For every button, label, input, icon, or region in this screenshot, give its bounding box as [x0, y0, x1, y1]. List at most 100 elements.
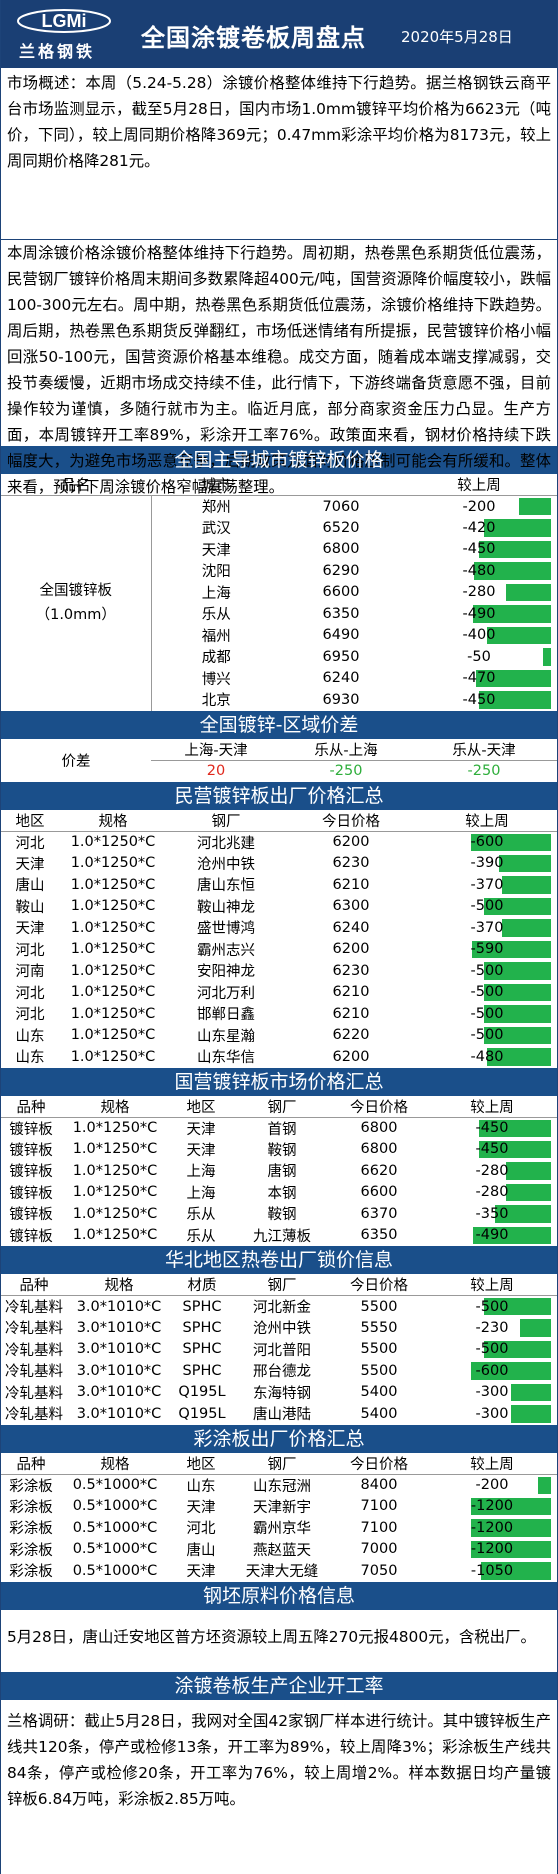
spread-value-row: 20 -250 -250 — [1, 760, 557, 782]
change-cell: -500 — [417, 896, 557, 918]
hot-coil-row: 冷轧基料 3.0*1010*C Q195L 东海特钢 5400 -300 — [1, 1382, 557, 1404]
change-cell: -470 — [401, 668, 557, 690]
material-cell: SPHC — [182, 1298, 222, 1315]
change-value: -600 — [470, 834, 504, 850]
price-cell: 5500 — [360, 1362, 398, 1379]
mill-cell: 唐山港陆 — [253, 1407, 311, 1424]
market-analysis: 本周涂镀价格涂镀价格整体维持下行趋势。周初期，热卷黑色系期货低位震荡，民营钢厂镀… — [1, 240, 557, 496]
private-table-body: 河北 1.0*1250*C 河北兆建 6200 -600 天津 1.0*1250*C 沧州中铁… — [1, 831, 557, 1068]
spread-header-row: 价差 上海-天津 乐从-上海 乐从-天津 — [1, 739, 557, 770]
city-price: 6290 — [322, 562, 360, 579]
change-bar — [495, 1205, 551, 1223]
col-product: 品名 — [1, 474, 151, 496]
price-cell: 6300 — [332, 898, 370, 915]
change-bar — [484, 1340, 551, 1358]
product-name: 全国镀锌板 — [39, 583, 113, 600]
region-cell: 河北 — [15, 942, 45, 959]
city-name: 郑州 — [201, 500, 231, 516]
city-row: 博兴 6240 -470 — [1, 668, 557, 690]
region-cell: 山东 — [15, 1028, 45, 1045]
change-cell: -350 — [427, 1203, 557, 1225]
change-cell: -420 — [401, 517, 557, 539]
mill-cell: 唐钢 — [267, 1164, 297, 1181]
spec-cell: 1.0*1250*C — [72, 1120, 158, 1136]
col-region: 地区 — [169, 1452, 233, 1475]
change-cell: -370 — [417, 917, 557, 939]
region-cell: 天津 — [15, 921, 45, 938]
price-cell: 5400 — [360, 1405, 398, 1422]
change-bar — [506, 1162, 551, 1180]
change-bar — [471, 1362, 551, 1380]
city-price: 6800 — [322, 541, 360, 558]
spec-cell: 1.0*1250*C — [72, 1141, 158, 1158]
price-cell: 5500 — [360, 1341, 398, 1358]
change-value: -50 — [467, 648, 491, 665]
region-cell: 天津 — [15, 856, 45, 873]
city-table-body: 全国镀锌板 （1.0mm） 郑州 7060 -200 武汉 6520 -420 天津 6800 -4… — [1, 495, 557, 711]
spec-cell: 3.0*1010*C — [76, 1405, 162, 1422]
change-value: -590 — [470, 941, 504, 958]
region-cell: 唐山 — [15, 878, 45, 895]
material-cell: SPHC — [182, 1362, 222, 1379]
mill-cell: 河北兆建 — [197, 835, 255, 852]
change-value: -350 — [475, 1205, 509, 1222]
change-cell: -490 — [427, 1225, 557, 1247]
col-change: 较上周 — [401, 474, 557, 496]
change-cell: -400 — [401, 625, 557, 647]
city-name: 沈阳 — [201, 564, 231, 581]
change-bar — [484, 962, 551, 980]
change-bar — [479, 540, 551, 558]
private-mill-row: 天津 1.0*1250*C 盛世博鸿 6240 -370 — [1, 917, 557, 939]
state-mill-table: 品种 规格 地区 钢厂 今日价格 较上周 镀锌板 1.0*1250*C 天津 首钢 68… — [1, 1095, 557, 1247]
hot-coil-row: 冷轧基料 3.0*1010*C SPHC 河北新金 5500 -500 — [1, 1296, 557, 1318]
col-change: 较上周 — [427, 1274, 557, 1296]
price-cell: 6200 — [332, 1048, 370, 1065]
city-price: 7060 — [322, 498, 360, 515]
spread-value-1: 20 — [206, 763, 226, 779]
change-bar — [471, 1497, 551, 1515]
change-bar — [502, 919, 551, 937]
change-cell: -500 — [427, 1296, 557, 1318]
mill-cell: 河北普阳 — [253, 1342, 311, 1359]
city-table-header: 品名 城市 较上周 — [1, 474, 557, 496]
region-cell: 河北 — [15, 835, 45, 852]
spread-value-3: -250 — [467, 763, 501, 779]
private-mill-row: 唐山 1.0*1250*C 唐山东恒 6210 -370 — [1, 874, 557, 896]
change-value: -500 — [475, 1341, 509, 1358]
region-cell: 天津 — [186, 1564, 216, 1581]
change-value: -490 — [475, 1227, 509, 1244]
city-row: 武汉 6520 -420 — [1, 517, 557, 539]
change-bar — [520, 1319, 551, 1337]
region-cell: 上海 — [186, 1185, 216, 1202]
col-material: 材质 — [171, 1274, 233, 1296]
operating-rate-info: 兰格调研：截止5月28日，我网对全国42家钢厂样本进行统计。其中镀锌板生产线共1… — [1, 1700, 557, 1816]
spec-cell: 0.5*1000*C — [72, 1477, 158, 1493]
change-value: -390 — [470, 855, 504, 872]
change-bar — [484, 1298, 551, 1315]
private-mill-row: 河北 1.0*1250*C 河北万利 6210 -500 — [1, 982, 557, 1004]
region-cell: 乐从 — [186, 1228, 216, 1245]
change-cell: -480 — [401, 560, 557, 582]
change-value: -300 — [475, 1384, 509, 1401]
mill-cell: 本钢 — [267, 1185, 297, 1202]
region-cell: 天津 — [186, 1499, 216, 1516]
section-billet: 钢坯原料价格信息 — [1, 1581, 557, 1610]
price-cell: 6220 — [332, 1027, 370, 1044]
color-coated-row: 彩涂板 0.5*1000*C 唐山 燕赵蓝天 7000 -1200 — [1, 1539, 557, 1561]
col-today-price: 今日价格 — [331, 1095, 427, 1118]
color-coated-row: 彩涂板 0.5*1000*C 山东 山东冠洲 8400 -200 — [1, 1474, 557, 1496]
city-row: 福州 6490 -400 — [1, 625, 557, 647]
color-coated-row: 彩涂板 0.5*1000*C 天津 天津新宇 7100 -1200 — [1, 1496, 557, 1518]
spread-header-3: 乐从-天津 — [452, 742, 516, 759]
private-mill-row: 山东 1.0*1250*C 山东华信 6200 -480 — [1, 1046, 557, 1068]
mill-cell: 鞍山神龙 — [197, 899, 255, 916]
spec-cell: 1.0*1250*C — [70, 876, 156, 893]
change-cell: -590 — [417, 939, 557, 961]
city-name: 上海 — [201, 585, 231, 602]
spec-cell: 1.0*1250*C — [70, 1048, 156, 1065]
price-cell: 7100 — [360, 1498, 398, 1515]
price-cell: 6800 — [360, 1120, 398, 1136]
page-title: 全国涂镀卷板周盘点 — [141, 24, 366, 52]
price-cell: 7000 — [360, 1541, 398, 1558]
material-cell: Q195L — [178, 1384, 226, 1401]
